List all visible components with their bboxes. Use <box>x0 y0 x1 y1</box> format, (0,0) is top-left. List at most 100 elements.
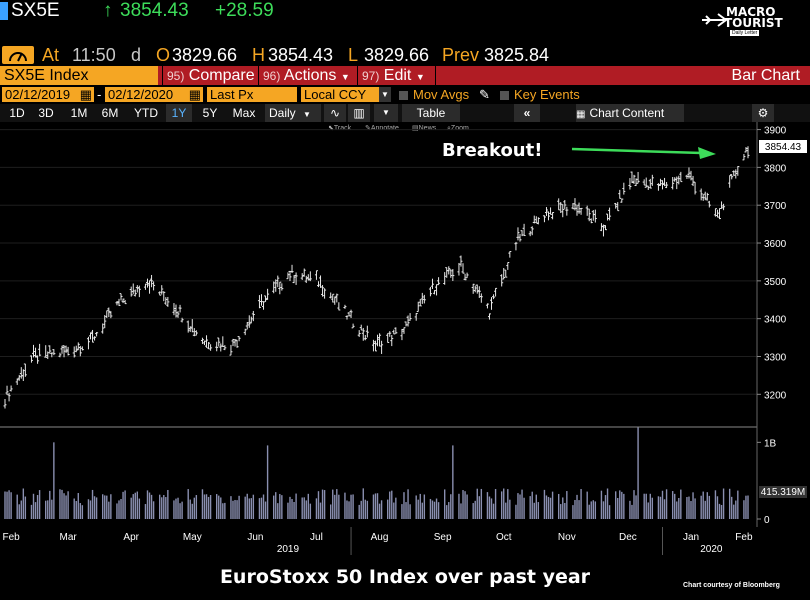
volume-bars <box>4 427 749 519</box>
price-bar <box>135 285 139 293</box>
price-bar <box>508 250 512 258</box>
price-bar <box>365 325 369 338</box>
period-6m[interactable]: 6M <box>101 106 119 120</box>
price-bar <box>579 207 583 215</box>
price-bar <box>416 301 420 313</box>
price-bar <box>221 336 225 347</box>
date-separator: - <box>97 87 102 102</box>
plane-icon <box>702 13 728 27</box>
price-bar <box>658 178 662 186</box>
annotate-tool[interactable]: ✎ Annotate <box>365 125 399 132</box>
price-bar <box>593 209 597 223</box>
price-bar <box>679 171 683 183</box>
pencil-icon[interactable]: ✎ <box>479 87 490 102</box>
track-tool[interactable]: ⬉ Track <box>328 125 352 132</box>
price-bar <box>402 327 406 334</box>
actions-menu[interactable]: 96) Actions ▼ <box>258 66 357 85</box>
quote-details: At 11:50 d O 3829.66 H 3854.43 L 3829.66… <box>0 44 810 66</box>
price-bar <box>143 283 147 290</box>
x-tick-label: Feb <box>735 532 753 543</box>
price-bar <box>705 192 709 201</box>
period-3d[interactable]: 3D <box>38 106 54 120</box>
bar-chart-icon[interactable]: ▥ <box>348 104 370 122</box>
frequency-select[interactable]: Daily ▼ <box>265 104 321 122</box>
price-field-select[interactable]: Last Px <box>207 87 297 102</box>
actions-dropdown-icon: ▼ <box>340 72 350 82</box>
price-bar <box>251 310 255 322</box>
price-bar <box>174 304 178 318</box>
price-bar <box>335 293 339 303</box>
edit-menu-label: Edit <box>383 67 412 84</box>
security-field[interactable]: SX5E Index <box>0 66 158 85</box>
currency-select[interactable]: Local CCY ▼ <box>301 87 391 102</box>
price-bar <box>744 147 748 153</box>
price-bar <box>746 146 750 159</box>
volume-tick-label: 0 <box>764 515 770 526</box>
period-1d[interactable]: 1D <box>9 106 25 120</box>
price-bar <box>632 174 636 184</box>
price-bar <box>76 342 80 351</box>
last-price-tag: 3854.43 <box>759 140 807 153</box>
price-bar <box>15 378 19 385</box>
start-date-value: 02/12/2019 <box>5 87 71 102</box>
ticker-symbol[interactable]: SX5E <box>11 0 60 21</box>
table-button[interactable]: Table <box>402 104 460 122</box>
price-bar <box>306 274 310 281</box>
price-bar <box>703 191 707 201</box>
price-bar <box>46 351 50 360</box>
gear-icon[interactable]: ⚙ <box>752 104 774 122</box>
price-bar <box>636 171 640 184</box>
key-events-checkbox[interactable] <box>500 91 509 101</box>
period-ytd[interactable]: YTD <box>134 106 158 120</box>
key-events-toggle[interactable]: Key Events <box>500 86 580 103</box>
calendar-icon[interactable]: ▦ <box>79 87 92 102</box>
x-tick-label: Nov <box>558 532 576 543</box>
price-bar <box>677 175 681 185</box>
price-bar <box>628 178 632 190</box>
period-1m[interactable]: 1M <box>70 106 88 120</box>
breakout-annotation: Breakout! <box>442 140 543 161</box>
news-tool[interactable]: ▤ News <box>412 125 437 132</box>
price-bar <box>243 328 247 336</box>
up-arrow-icon: ↑ <box>103 0 113 21</box>
mov-avgs-toggle[interactable]: Mov Avgs <box>399 86 469 103</box>
price-bar <box>314 270 318 280</box>
calendar-icon[interactable]: ▦ <box>188 87 201 102</box>
chart-content-button[interactable]: ▦ Chart Content <box>576 104 684 122</box>
period-5y[interactable]: 5Y <box>202 106 218 120</box>
price-bar <box>730 174 734 180</box>
period-1y[interactable]: 1Y <box>166 104 192 122</box>
collapse-icon[interactable]: « <box>514 104 540 122</box>
price-bar <box>351 323 355 329</box>
start-date-field[interactable]: 02/12/2019 ▦ <box>2 87 94 102</box>
chart-style-dropdown-icon[interactable]: ▼ <box>374 104 398 122</box>
price-bar <box>685 174 689 179</box>
price-bar <box>520 230 524 237</box>
high-value: 3854.43 <box>268 45 334 65</box>
period-max[interactable]: Max <box>232 106 256 120</box>
price-bar <box>109 311 113 319</box>
price-bar <box>272 281 276 294</box>
price-bar <box>587 208 591 222</box>
price-bar <box>494 287 498 297</box>
price-bars <box>3 146 750 409</box>
compare-menu[interactable]: 95) Compare <box>162 66 258 85</box>
y-tick-label: 3400 <box>764 315 787 326</box>
price-bar <box>591 210 595 221</box>
price-bar <box>17 374 21 381</box>
net-change: +28.59 <box>215 0 274 21</box>
line-chart-icon[interactable]: ∿ <box>324 104 346 122</box>
price-bar <box>544 207 548 216</box>
price-bar <box>86 336 90 350</box>
price-bar <box>542 215 546 223</box>
price-bar <box>575 205 579 216</box>
mov-avgs-checkbox[interactable] <box>399 91 408 101</box>
price-bar <box>536 217 540 225</box>
edit-menu[interactable]: 97) Edit ▼ <box>357 66 435 85</box>
zoom-tool[interactable]: ⌕ Zoom <box>447 125 469 132</box>
currency-dropdown-icon[interactable]: ▼ <box>379 87 391 102</box>
end-date-field[interactable]: 02/12/2020 ▦ <box>105 87 203 102</box>
price-bar <box>249 316 253 324</box>
price-chart[interactable]: 3200 3300 3400 3500 3600 3700 3800 3900 1B 0 Feb… <box>0 122 810 562</box>
price-bar <box>91 329 95 343</box>
